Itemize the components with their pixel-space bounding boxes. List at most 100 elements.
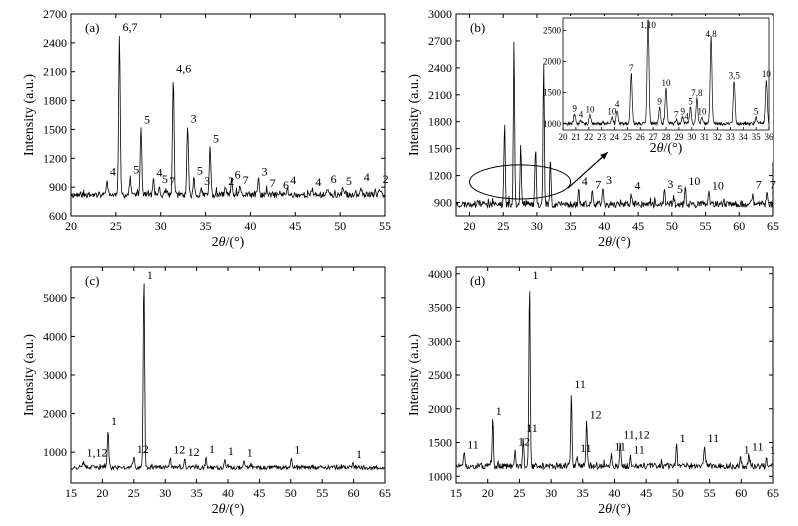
peak-label: 7 <box>756 178 762 192</box>
inset-peak-label: 10 <box>662 78 672 88</box>
zoom-arrow-line <box>567 151 609 189</box>
x-tick-label: 35 <box>191 486 203 500</box>
peak-label: 1 <box>111 414 117 428</box>
inset-x-tick-label: 30 <box>687 132 697 142</box>
peak-label: 4 <box>315 175 321 189</box>
x-axis-label: 2θ/(°) <box>598 502 631 517</box>
x-axis-label: 2θ/(°) <box>212 235 245 250</box>
y-axis-label: Intensity (a.u.) <box>407 334 422 416</box>
x-tick-label: 20 <box>96 486 108 500</box>
x-tick-label: 25 <box>128 486 140 500</box>
panel-d: 15 20 25 30 35 40 45 50 55 60 65 1000 1500 2000 2500 30… <box>407 266 779 517</box>
inset-x-tick-label: 26 <box>636 132 646 142</box>
y-tick-label: 1800 <box>43 94 67 108</box>
panel-label: (c) <box>85 273 99 288</box>
y-tick-label: 2700 <box>428 34 452 48</box>
ellipse-marker <box>468 164 572 200</box>
x-tick-label: 60 <box>735 486 747 500</box>
x-tick-label: 35 <box>200 219 212 233</box>
peak-label: 4 <box>634 179 640 193</box>
x-tick-label: 20 <box>482 486 494 500</box>
y-tick-label: 2100 <box>43 65 67 79</box>
x-tick-label: 40 <box>598 219 610 233</box>
peak-label: 1 <box>680 431 686 445</box>
peak-label: 1 <box>770 443 776 457</box>
peak-label: 1 <box>228 444 234 458</box>
y-tick-label: 2400 <box>428 61 452 75</box>
peak-label: 5 <box>213 132 219 146</box>
x-tick-label: 35 <box>577 486 589 500</box>
inset-peak-label: 1,10 <box>640 20 656 30</box>
x-tick-label: 25 <box>110 219 122 233</box>
inset-x-tick-label: 34 <box>739 132 749 142</box>
y-tick-label: 1800 <box>428 115 452 129</box>
x-tick-label: 30 <box>159 486 171 500</box>
peak-label: 3 <box>262 164 268 178</box>
peak-label: 6 <box>331 172 337 186</box>
inset-y-tick-label: 1500 <box>543 88 562 98</box>
x-tick-label: 50 <box>334 219 346 233</box>
peak-label: 10 <box>688 174 700 188</box>
inset-peak-label: 10 <box>762 69 772 79</box>
x-axis-label: 2θ/(°) <box>212 502 245 517</box>
zoom-arrow-head <box>600 152 608 160</box>
inset-peak-label: 4 <box>615 99 620 109</box>
inset-x-tick-label: 33 <box>726 132 736 142</box>
peak-label: 7 <box>770 178 776 192</box>
inset-trace <box>562 19 770 127</box>
x-tick-label: 40 <box>609 486 621 500</box>
diffraction-trace <box>455 291 774 471</box>
y-tick-label: 2000 <box>428 402 452 416</box>
peak-label: 4 <box>582 174 588 188</box>
x-tick-label: 60 <box>348 486 360 500</box>
peak-label: 11 <box>614 440 626 454</box>
y-tick-label: 4000 <box>43 329 67 343</box>
x-tick-label: 15 <box>450 486 462 500</box>
peak-label: 2 <box>383 172 389 186</box>
inset-y-tick-label: 2000 <box>543 57 562 67</box>
peak-label: 5 <box>162 172 168 186</box>
y-tick-label: 1200 <box>43 151 67 165</box>
peak-label: 1 <box>147 268 153 282</box>
y-tick-label: 900 <box>49 180 67 194</box>
x-tick-label: 20 <box>463 219 475 233</box>
peak-label: 12 <box>518 434 530 448</box>
inset-x-tick-label: 28 <box>662 132 672 142</box>
peak-label: 3 <box>204 174 210 188</box>
x-tick-label: 25 <box>497 219 509 233</box>
peak-label: 1 <box>496 404 502 418</box>
diffraction-trace <box>70 36 386 200</box>
inset-peak-label: 7,8 <box>691 88 703 98</box>
y-tick-label: 2000 <box>43 407 67 421</box>
inset-x-tick-label: 23 <box>597 132 607 142</box>
inset-y-tick-label: 2500 <box>543 25 562 35</box>
inset-b: 20 21 22 23 24 25 26 27 28 29 30 31 32 33 34 35 36 1000 15… <box>543 16 774 162</box>
peak-label: 1 <box>294 443 300 457</box>
inset-x-tick-label: 22 <box>584 132 593 142</box>
inset-peak-label: 10 <box>698 107 708 117</box>
peak-label: 1 <box>744 442 750 456</box>
x-tick-label: 30 <box>531 219 543 233</box>
x-tick-label: 30 <box>545 486 557 500</box>
peak-label: 3 <box>191 112 197 126</box>
inset-peak-label: 7 <box>674 110 679 120</box>
peak-label: 12 <box>137 442 149 456</box>
panel-label: (b) <box>470 20 485 35</box>
peak-label: 1 <box>356 447 362 461</box>
y-tick-label: 3000 <box>428 334 452 348</box>
inset-x-tick-label: 36 <box>765 132 775 142</box>
peak-label: 11 <box>580 441 592 455</box>
inset-peak-label: 4 <box>684 112 689 122</box>
peak-label: 5 <box>346 174 352 188</box>
y-tick-label: 1500 <box>428 436 452 450</box>
x-axis-label: 2θ/(°) <box>598 235 631 250</box>
y-tick-label: 1500 <box>43 122 67 136</box>
peak-label: 3 <box>667 177 673 191</box>
peak-label: 11 <box>574 377 586 391</box>
peak-label: 10 <box>712 179 724 193</box>
x-tick-label: 50 <box>666 219 678 233</box>
y-tick-label: 3000 <box>43 368 67 382</box>
inset-peak-label: 3,5 <box>729 70 741 80</box>
peak-label: 2 <box>228 174 234 188</box>
x-tick-label: 50 <box>285 486 297 500</box>
